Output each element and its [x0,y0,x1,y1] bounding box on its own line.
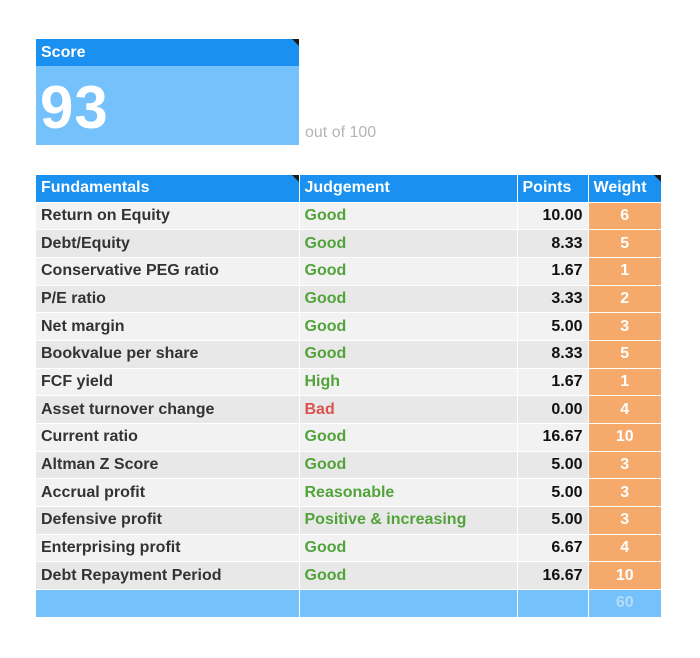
judgement-value: Positive & increasing [299,506,518,535]
weight-value: 6 [588,201,661,230]
header-weight: Weight [588,175,661,202]
score-suffix: out of 100 [305,124,377,141]
judgement-value: High [299,367,518,396]
table-row: FCF yield High 1.67 1 [36,367,661,396]
total-empty-cell [36,589,300,617]
total-row: 60 [36,589,661,617]
weight-value: 5 [588,229,661,258]
weight-value: 3 [588,478,661,507]
table-row: P/E ratio Good 3.33 2 [36,284,661,313]
header-fundamentals-label: Fundamentals [41,179,150,197]
points-value: 16.67 [517,561,589,590]
weight-value: 1 [588,367,661,396]
fundamental-name: Defensive profit [36,506,300,535]
judgement-value: Good [299,201,518,230]
table-row: Enterprising profit Good 6.67 4 [36,533,661,562]
judgement-value: Good [299,284,518,313]
points-value: 16.67 [517,423,589,452]
table-row: Bookvalue per share Good 8.33 5 [36,339,661,369]
points-value: 10.00 [517,201,589,230]
score-value: 93 [40,74,109,141]
judgement-value: Good [299,423,518,452]
table-row: Debt Repayment Period Good 16.67 10 [36,561,661,590]
fundamental-name: Accrual profit [36,478,300,507]
cell-corner-marker-icon [291,175,299,182]
table-row: Altman Z Score Good 5.00 3 [36,450,661,479]
weight-value: 5 [588,339,661,369]
fundamental-name: Debt/Equity [36,229,300,258]
judgement-value: Good [299,450,518,479]
fundamental-name: Bookvalue per share [36,339,300,369]
table-row: Return on Equity Good 10.00 6 [36,201,661,230]
fundamental-name: Return on Equity [36,201,300,230]
points-value: 8.33 [517,229,589,258]
weight-value: 4 [588,533,661,562]
points-value: 5.00 [517,478,589,507]
table-body: Return on Equity Good 10.00 6 Debt/Equity Goo… [36,201,661,617]
table-row: Accrual profit Reasonable 5.00 3 [36,478,661,507]
weight-value: 1 [588,256,661,286]
header-points-label: Points [522,179,572,197]
points-value: 5.00 [517,450,589,479]
points-value: 5.00 [517,312,589,341]
points-value: 1.67 [517,256,589,286]
weight-value: 3 [588,312,661,341]
points-value: 5.00 [517,506,589,535]
table-row: Defensive profit Positive & increasing 5.0… [36,506,661,535]
judgement-value: Good [299,312,518,341]
table-header-row: Fundamentals Judgement Points Weight [36,175,661,202]
weight-value: 3 [588,506,661,535]
judgement-value: Bad [299,395,518,424]
header-fundamentals: Fundamentals [36,175,300,202]
cell-corner-marker-icon [292,39,299,46]
table-row: Asset turnover change Bad 0.00 4 [36,395,661,424]
judgement-value: Good [299,229,518,258]
weight-value: 2 [588,284,661,313]
fundamentals-table: Fundamentals Judgement Points Weight Ret… [36,175,661,617]
header-points: Points [517,175,589,202]
fundamental-name: Debt Repayment Period [36,561,300,590]
judgement-value: Reasonable [299,478,518,507]
table-row: Debt/Equity Good 8.33 5 [36,229,661,258]
table-row: Conservative PEG ratio Good 1.67 1 [36,256,661,286]
fundamental-name: Conservative PEG ratio [36,256,300,286]
total-empty-cell [299,589,518,617]
fundamental-name: Altman Z Score [36,450,300,479]
judgement-value: Good [299,533,518,562]
total-empty-cell [517,589,589,617]
points-value: 3.33 [517,284,589,313]
weight-value: 3 [588,450,661,479]
header-judgement: Judgement [299,175,518,202]
points-value: 8.33 [517,339,589,369]
points-value: 0.00 [517,395,589,424]
total-weight-value: 60 [588,589,661,617]
judgement-value: Good [299,339,518,369]
fundamental-name: Net margin [36,312,300,341]
points-value: 1.67 [517,367,589,396]
weight-value: 10 [588,423,661,452]
header-judgement-label: Judgement [304,179,390,197]
header-weight-label: Weight [593,179,647,197]
table-row: Net margin Good 5.00 3 [36,312,661,341]
fundamental-name: FCF yield [36,367,300,396]
fundamental-name: Enterprising profit [36,533,300,562]
weight-value: 10 [588,561,661,590]
fundamental-name: P/E ratio [36,284,300,313]
judgement-value: Good [299,256,518,286]
score-box: 93 [36,66,299,145]
points-value: 6.67 [517,533,589,562]
score-header: Score [36,39,299,66]
fundamental-name: Current ratio [36,423,300,452]
table-row: Current ratio Good 16.67 10 [36,423,661,452]
weight-value: 4 [588,395,661,424]
fundamental-name: Asset turnover change [36,395,300,424]
cell-corner-marker-icon [654,175,661,182]
judgement-value: Good [299,561,518,590]
score-label: Score [41,44,86,61]
